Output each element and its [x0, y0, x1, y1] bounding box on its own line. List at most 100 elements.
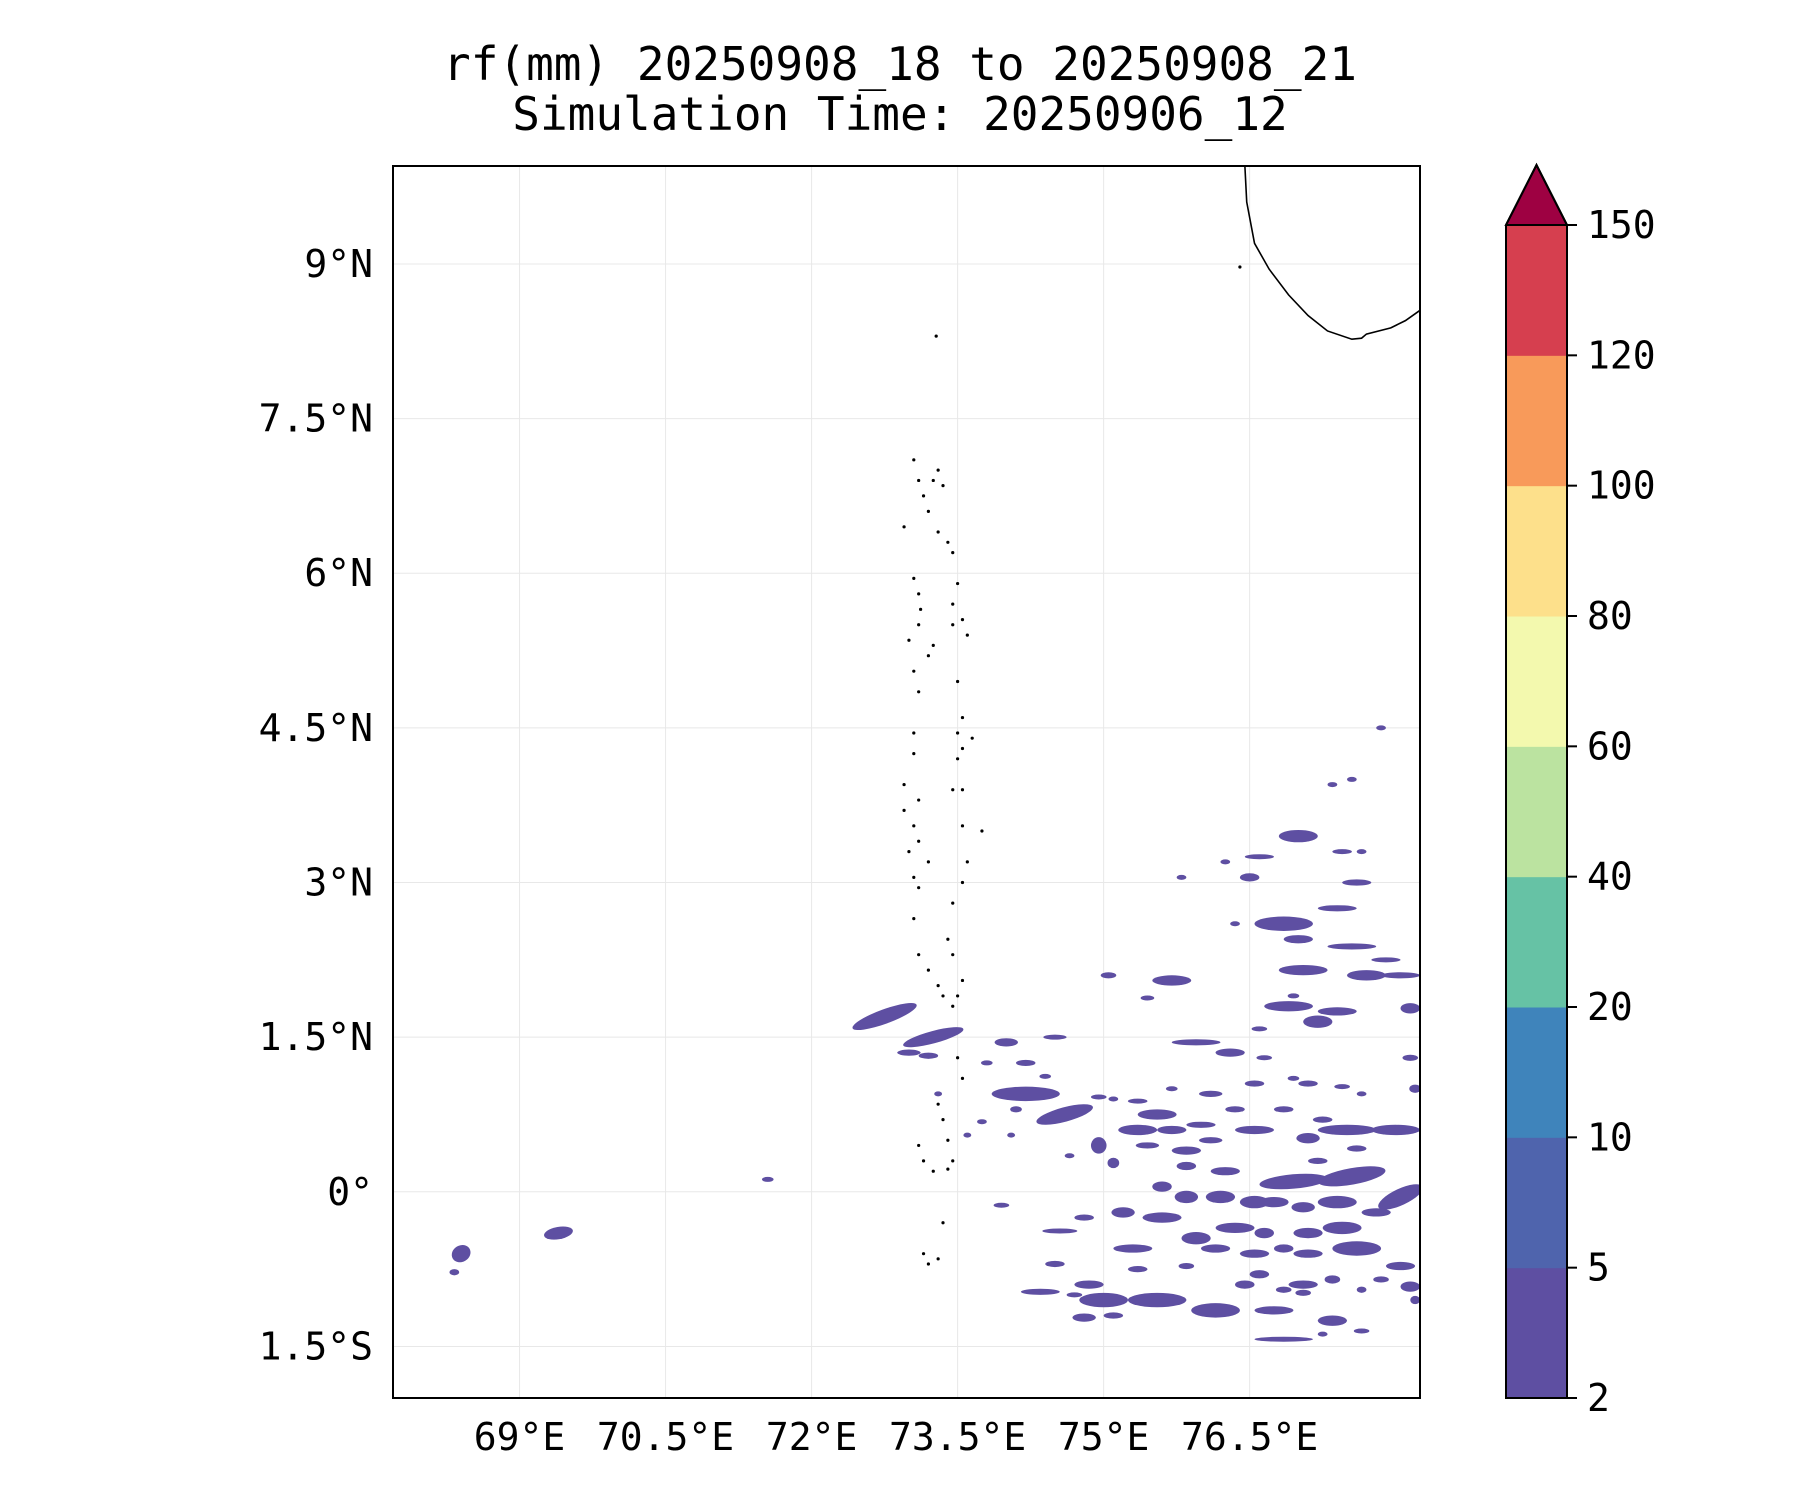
rainfall-patch	[1288, 1280, 1318, 1289]
rainfall-patch	[1322, 1221, 1362, 1235]
rainfall-patch	[1042, 1228, 1078, 1234]
map-title-line-2: Simulation Time: 20250906_12	[512, 87, 1288, 141]
rainfall-patch	[1249, 1270, 1270, 1279]
island	[956, 679, 960, 684]
island	[917, 798, 921, 802]
rainfall-patch	[1191, 1303, 1240, 1318]
rainfall-patch	[1039, 1073, 1052, 1079]
rainfall-patch	[1296, 1133, 1320, 1144]
rainfall-patch	[1346, 1145, 1367, 1152]
island	[970, 736, 974, 740]
island	[921, 494, 926, 498]
rainfall-patch	[963, 1132, 972, 1138]
rainfall-patch	[1127, 1292, 1187, 1308]
rainfall-patch	[1074, 1280, 1104, 1289]
rainfall-patch	[1178, 1262, 1195, 1270]
rainfall-patch	[1230, 921, 1240, 927]
colorbar-segment	[1506, 616, 1567, 747]
rainfall-patch	[1165, 1086, 1178, 1092]
rainfall-patch	[1353, 1328, 1370, 1334]
rainfall-patch	[1010, 1106, 1022, 1113]
rainfall-patch	[1327, 782, 1338, 788]
island	[951, 953, 955, 957]
rainfall-patch	[1127, 1266, 1148, 1273]
rainfall-patch	[1402, 1054, 1419, 1061]
rainfall-patch	[1210, 1167, 1240, 1176]
island	[917, 592, 921, 596]
rainfall-patch	[1410, 1295, 1420, 1305]
island	[926, 1262, 931, 1266]
island	[941, 483, 945, 488]
island	[912, 824, 916, 828]
rainfall-patch	[1152, 1181, 1172, 1192]
island	[936, 1102, 940, 1106]
rainfall-patch	[1298, 1080, 1318, 1087]
rainfall-patch	[1385, 1261, 1416, 1271]
island	[946, 1167, 950, 1171]
rainfall-patch	[1199, 1090, 1223, 1097]
island	[956, 731, 960, 735]
map-title-line-1: rf(mm) 20250908_18 to 20250908_21	[443, 37, 1357, 91]
rainfall-patch	[1072, 1313, 1096, 1322]
colorbar-segment	[1506, 225, 1567, 356]
rainfall-patch	[1036, 1104, 1093, 1125]
island	[960, 1076, 965, 1081]
island	[917, 839, 921, 843]
rainfall-patch	[903, 1027, 964, 1048]
lat-tick-label: 9°N	[304, 242, 373, 286]
rainfall-patch	[1356, 1091, 1367, 1097]
rainfall-patch	[1293, 1227, 1323, 1239]
island	[917, 690, 921, 694]
island	[917, 953, 921, 957]
rainfall-patch	[1074, 1214, 1094, 1221]
colorbar-outline	[1505, 162, 1568, 1399]
colorbar-tick-label: 5	[1587, 1246, 1610, 1290]
rainfall-patch	[1007, 1132, 1016, 1138]
rainfall-patch	[1312, 1116, 1333, 1123]
island	[912, 752, 916, 756]
island	[951, 623, 955, 627]
rainfall-patch	[1317, 905, 1357, 912]
rainfall-patch	[1278, 829, 1318, 843]
rainfall-patch	[1264, 1001, 1313, 1012]
rainfall-patch	[1278, 964, 1328, 976]
rainfall-patch	[1256, 1055, 1273, 1061]
rainfall-patch	[1043, 1034, 1067, 1040]
island	[902, 808, 906, 812]
colorbar-extend-arrow	[1504, 162, 1569, 226]
rainfall-patch	[1239, 873, 1260, 882]
island	[931, 1169, 935, 1173]
colorbar-segment	[1506, 355, 1567, 487]
island	[912, 576, 916, 580]
lat-tick-label: 1.5°S	[259, 1324, 373, 1368]
island	[960, 746, 965, 751]
island	[934, 334, 938, 338]
lon-tick-label: 72°E	[766, 1415, 858, 1459]
rainfall-patch	[1293, 1249, 1323, 1258]
island	[951, 1159, 955, 1163]
lon-tick-label: 69°E	[474, 1415, 566, 1459]
lat-tick-label: 6°N	[304, 551, 373, 595]
rainfall-patch	[1254, 916, 1313, 931]
lon-tick-label: 70.5°E	[597, 1415, 734, 1459]
rainfall-patch	[1215, 1048, 1245, 1057]
island	[936, 468, 940, 472]
rainfall-patch	[1254, 1336, 1313, 1342]
island	[951, 901, 955, 905]
colorbar-tick-label: 40	[1587, 855, 1633, 899]
island	[902, 782, 906, 787]
rainfall-patch	[1244, 1080, 1265, 1087]
coastline	[1244, 166, 1420, 341]
rainfall-patch	[1342, 879, 1372, 886]
rainfall-patch	[1371, 957, 1401, 963]
island	[919, 607, 923, 611]
rainfall-patch	[1259, 1173, 1328, 1190]
colorbar-segment	[1506, 1267, 1567, 1399]
island	[917, 1143, 921, 1148]
rainfall-patch	[1303, 1015, 1333, 1028]
rainfall-patch	[1376, 725, 1386, 731]
rainfall-patch	[1346, 776, 1357, 782]
colorbar-segment	[1506, 876, 1567, 1008]
colorbar-segment	[1506, 746, 1567, 878]
colorbar-tick-label: 120	[1587, 333, 1656, 377]
